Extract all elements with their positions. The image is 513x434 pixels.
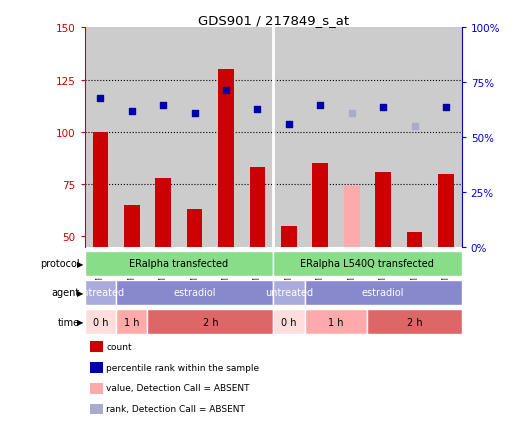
Point [348,110,356,117]
Point [222,87,230,94]
Bar [124,206,140,247]
Point [253,106,262,113]
Text: estradiol: estradiol [173,288,216,298]
Text: 0 h: 0 h [93,317,108,327]
Text: ▶: ▶ [76,317,83,326]
Bar [305,28,336,247]
Text: ERalpha L540Q transfected: ERalpha L540Q transfected [301,259,435,269]
Bar [187,210,203,247]
Bar [85,251,273,276]
Text: 1 h: 1 h [124,317,140,327]
Text: agent: agent [51,288,80,298]
Bar [367,309,462,335]
Text: count: count [106,342,132,351]
Point [442,104,450,111]
Bar [344,187,360,247]
Bar [242,28,273,247]
Point [285,121,293,128]
Point [316,102,324,109]
Text: ▶: ▶ [76,259,83,268]
Bar [210,28,242,247]
Point [128,108,136,115]
Text: 1 h: 1 h [328,317,344,327]
Bar [438,174,454,247]
Bar [218,70,234,247]
Bar [399,28,430,247]
Text: percentile rank within the sample: percentile rank within the sample [106,363,259,372]
Bar [367,28,399,247]
Bar [407,233,422,247]
Text: protocol: protocol [40,259,80,269]
Bar [305,280,462,306]
Text: untreated: untreated [265,288,313,298]
Text: time: time [57,317,80,327]
Bar [155,178,171,247]
Bar [273,251,462,276]
Text: 2 h: 2 h [407,317,422,327]
Bar [85,309,116,335]
Text: value, Detection Call = ABSENT: value, Detection Call = ABSENT [106,384,250,392]
Bar [376,172,391,247]
Bar [430,28,462,247]
Text: rank, Detection Call = ABSENT: rank, Detection Call = ABSENT [106,404,245,413]
Bar [148,28,179,247]
Text: 0 h: 0 h [281,317,297,327]
Bar [336,28,367,247]
Point [96,96,105,103]
Bar [273,309,305,335]
Text: ▶: ▶ [76,288,83,297]
Point [190,110,199,117]
Bar [312,164,328,247]
Bar [273,28,305,247]
Bar [281,227,297,247]
Bar [250,168,265,247]
Bar [148,309,273,335]
Bar [273,280,305,306]
Bar [85,280,116,306]
Bar [116,280,273,306]
Bar [179,28,210,247]
Bar [305,309,367,335]
Point [410,123,419,130]
Text: untreated: untreated [76,288,125,298]
Text: estradiol: estradiol [362,288,404,298]
Point [379,104,387,111]
Title: GDS901 / 217849_s_at: GDS901 / 217849_s_at [198,14,349,27]
Bar [116,28,148,247]
Text: ERalpha transfected: ERalpha transfected [129,259,228,269]
Text: 2 h: 2 h [203,317,218,327]
Bar [85,28,116,247]
Point [159,102,167,109]
Bar [92,132,108,247]
Bar [116,309,148,335]
